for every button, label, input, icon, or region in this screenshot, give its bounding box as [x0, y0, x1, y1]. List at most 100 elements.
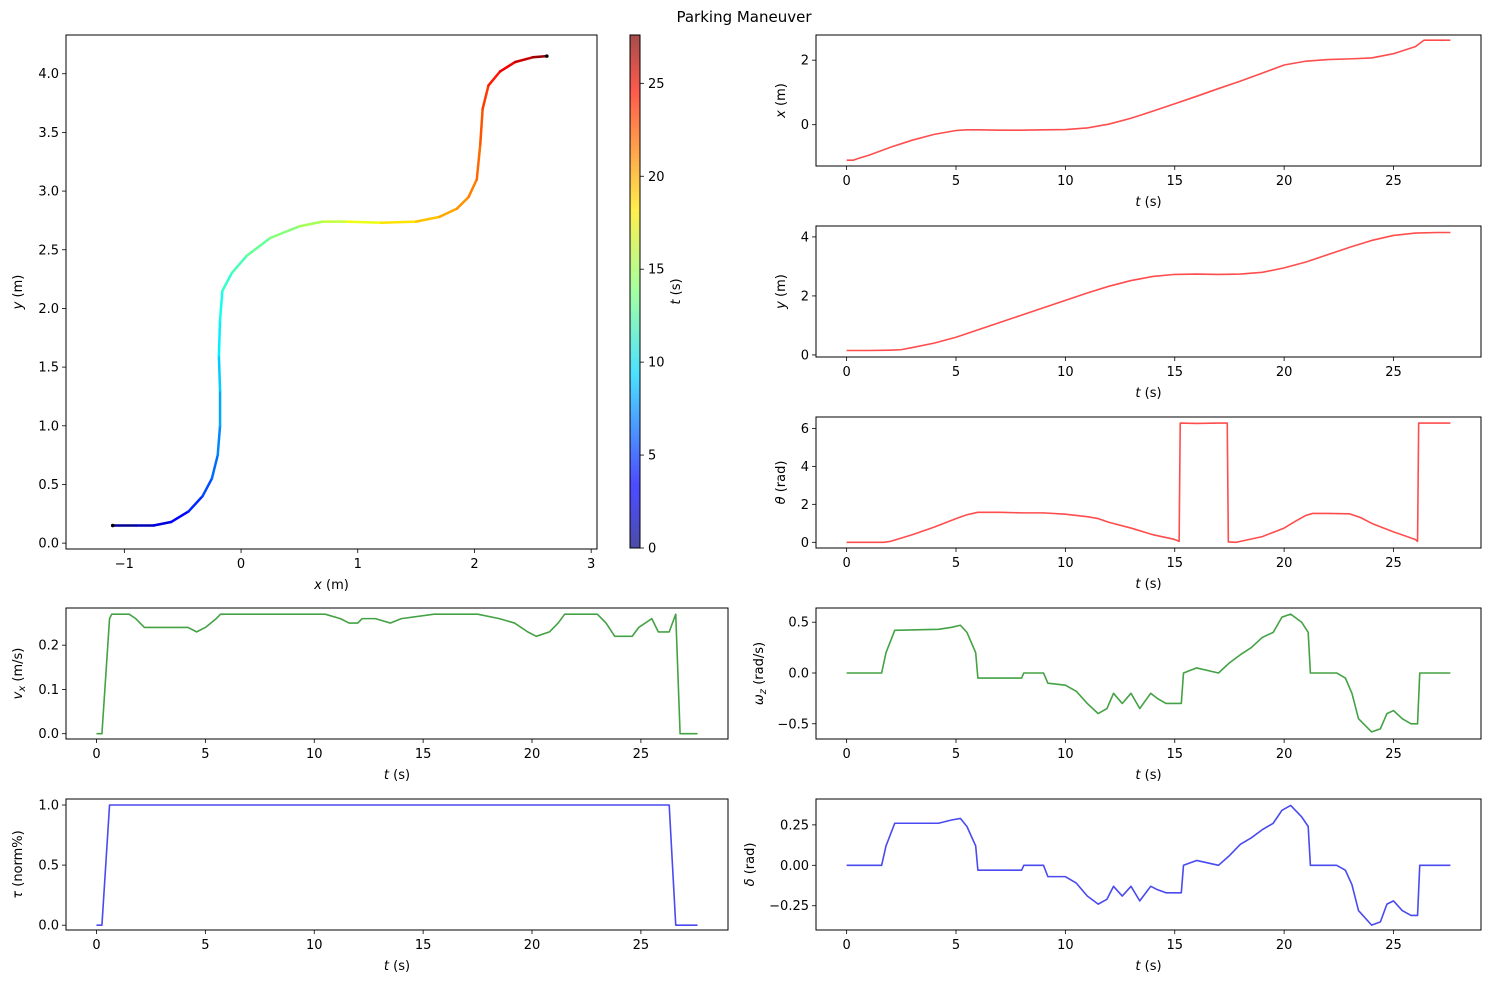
x-tick-label: 5	[952, 938, 960, 953]
trajectory-segment	[455, 195, 470, 210]
y-tick-label: 0.2	[38, 639, 59, 654]
colorbar-tick-label: 20	[648, 170, 665, 185]
series-line-x	[846, 39, 1451, 161]
x-tick-label: 5	[952, 174, 960, 189]
y-axis-label: y (m)	[774, 274, 789, 310]
chart-y-vs-t: 0 5 10 15 20 25 0 2 4 t (s) y (m)	[774, 225, 1482, 401]
trajectory-segment	[481, 84, 490, 111]
trajectory-segment	[268, 225, 301, 240]
x-tick-label: 3	[587, 557, 595, 572]
series-line-theta	[846, 422, 1451, 544]
trajectory-segment	[221, 271, 233, 293]
axes-frame	[65, 607, 729, 740]
x-tick-label: 10	[1057, 365, 1074, 380]
y-tick-label: 6	[801, 422, 809, 437]
x-tick-label: 0	[842, 556, 850, 571]
y-tick-label: 0.0	[788, 666, 809, 681]
series-line-y	[846, 231, 1451, 352]
x-axis-label: t (s)	[384, 959, 410, 974]
y-tick-label: 1.0	[38, 799, 59, 814]
trajectory-start-marker	[110, 523, 115, 528]
y-axis-label: δ (rad)	[743, 843, 758, 887]
x-tick-label: 15	[415, 747, 432, 762]
x-tick-label: 10	[306, 938, 323, 953]
trajectory-segment	[217, 318, 222, 357]
colorbar-tick-label: 0	[648, 542, 656, 557]
x-tick-label: 0	[842, 938, 850, 953]
x-axis-label: t (s)	[1135, 195, 1161, 210]
chart-x-vs-t: 0 5 10 15 20 25 0 2 t (s) x (m)	[774, 34, 1482, 210]
colorbar-tick-label: 5	[648, 449, 656, 464]
x-axis-label: t (s)	[384, 768, 410, 783]
x-tick-label: 5	[952, 747, 960, 762]
trajectory-segment	[217, 354, 222, 392]
trajectory-segment	[245, 236, 272, 257]
y-axis-label: x (m)	[774, 83, 789, 119]
axes-frame	[815, 798, 1482, 931]
y-tick-label: 0.5	[38, 859, 59, 874]
y-tick-label: 4	[801, 230, 809, 245]
chart-colorbar: 0 5 10 15 20 25 t (s)	[629, 34, 684, 557]
x-tick-label: 10	[1057, 747, 1074, 762]
y-axis-label: τ (norm%)	[11, 830, 26, 898]
trajectory-segment	[152, 520, 173, 527]
y-tick-label: 3.5	[38, 126, 59, 141]
x-tick-label: 1	[354, 557, 362, 572]
x-tick-label: 25	[1385, 365, 1402, 380]
x-tick-label: 25	[1385, 556, 1402, 571]
trajectory-segment	[475, 142, 482, 181]
x-tick-label: 20	[1276, 556, 1293, 571]
trajectory-segment	[218, 289, 224, 322]
x-tick-label: 20	[524, 938, 541, 953]
y-tick-label: 1.0	[38, 419, 59, 434]
x-tick-label: 15	[415, 938, 432, 953]
x-tick-label: 25	[633, 747, 650, 762]
axes-frame	[815, 416, 1482, 549]
x-tick-label: 5	[201, 938, 209, 953]
colorbar-frame	[629, 34, 641, 549]
y-axis-label: y (m)	[11, 275, 26, 311]
x-axis-label: x (m)	[313, 578, 349, 593]
colorbar-tick-label: 25	[648, 77, 665, 92]
x-tick-label: 15	[1166, 747, 1183, 762]
x-tick-label: 25	[1385, 747, 1402, 762]
trajectory-segment	[230, 254, 249, 275]
y-tick-label: 4.0	[38, 67, 59, 82]
axes-frame	[815, 607, 1482, 740]
y-tick-label: 0	[801, 348, 809, 363]
colorbar-tick-label: 10	[648, 356, 665, 371]
chart-trajectory: −1 0 1 2 3 0.0 0.5 1.0 1.5 2.0 2.5 3.0 3.5 4.0 x (m) y …	[11, 34, 598, 593]
x-tick-label: 5	[201, 747, 209, 762]
trajectory-segment	[201, 477, 214, 498]
trajectory-segment	[344, 220, 383, 225]
x-tick-label: 0	[842, 174, 850, 189]
x-tick-label: 15	[1166, 365, 1183, 380]
x-tick-label: 20	[1276, 365, 1293, 380]
x-tick-label: −1	[115, 557, 134, 572]
axes-frame	[815, 34, 1482, 167]
figure-title: Parking Maneuver	[676, 8, 812, 26]
x-tick-label: 15	[1166, 556, 1183, 571]
y-tick-label: 1.5	[38, 361, 59, 376]
chart-delta-vs-t: 0 5 10 15 20 25 −0.25 0.00 0.25 t (s) δ (rad)	[743, 798, 1482, 974]
chart-wz-vs-t: 0 5 10 15 20 25 −0.5 0.0 0.5 t (s) ωz (rad/s)	[752, 607, 1482, 783]
y-tick-label: 0.0	[38, 919, 59, 934]
y-tick-label: 0.0	[38, 537, 59, 552]
y-tick-label: −0.25	[769, 899, 809, 914]
x-tick-label: 15	[1166, 938, 1183, 953]
x-tick-label: 5	[952, 556, 960, 571]
trajectory-segment	[467, 178, 479, 199]
y-tick-label: 0.5	[38, 478, 59, 493]
x-tick-label: 0	[842, 747, 850, 762]
x-tick-label: 0	[92, 938, 100, 953]
trajectory-segment	[379, 220, 418, 225]
y-tick-label: 0	[801, 118, 809, 133]
x-tick-label: 20	[1276, 938, 1293, 953]
x-tick-label: 5	[952, 365, 960, 380]
series-line-delta	[846, 804, 1451, 926]
trajectory-segment	[169, 510, 190, 524]
y-tick-label: 0.1	[38, 683, 59, 698]
x-tick-label: 0	[92, 747, 100, 762]
y-tick-label: 0.5	[788, 616, 809, 631]
y-tick-label: 3.0	[38, 185, 59, 200]
